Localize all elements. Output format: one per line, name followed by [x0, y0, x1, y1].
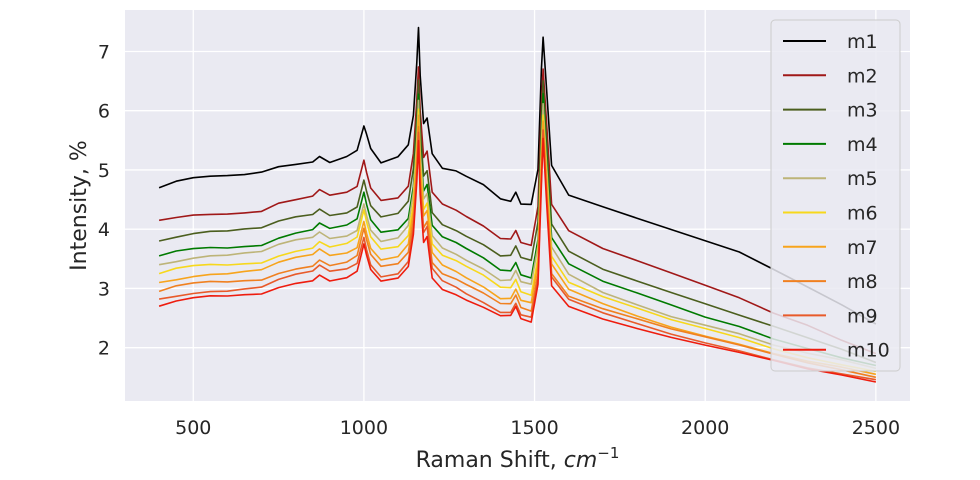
series-line-m8	[158, 125, 877, 379]
legend-label-m7: m7	[847, 237, 878, 259]
x-tick-label: 1500	[510, 417, 558, 439]
series-line-m1	[158, 26, 877, 325]
x-axis-label-unit: cm	[564, 448, 598, 473]
series-line-m6	[158, 108, 877, 373]
y-axis-label: Intensity, %	[67, 140, 92, 271]
x-axis-label-text: Raman Shift,	[416, 448, 564, 473]
series-line-m10	[158, 137, 877, 383]
x-axis-label: Raman Shift, cm−1	[416, 444, 620, 473]
series-line-m2	[158, 66, 877, 355]
legend-label-m6: m6	[847, 203, 878, 225]
x-tick-label: 2500	[852, 417, 900, 439]
y-axis-ticks: 2 3 4 5 6 7	[98, 41, 110, 359]
legend: m1 m2 m3 m4 m5 m6 m7 m8 m9 m10	[770, 19, 901, 372]
legend-label-m1: m1	[847, 31, 878, 53]
legend-box	[770, 19, 901, 372]
y-tick-label: 6	[98, 101, 110, 123]
y-tick-label: 5	[98, 160, 110, 182]
x-tick-label: 2000	[681, 417, 729, 439]
x-axis-ticks: 500 1000 1500 2000 2500	[175, 417, 900, 439]
series-line-m3	[158, 79, 877, 364]
series-line-m5	[158, 99, 877, 370]
series-line-m7	[158, 114, 877, 376]
series-line-m9	[158, 129, 877, 381]
legend-label-m4: m4	[847, 134, 878, 156]
series-lines	[158, 26, 877, 383]
y-tick-label: 2	[98, 338, 110, 360]
x-tick-label: 500	[175, 417, 211, 439]
y-tick-label: 3	[98, 278, 110, 300]
series-line-m4	[158, 92, 877, 367]
legend-label-m10: m10	[847, 340, 890, 362]
legend-label-m8: m8	[847, 271, 878, 293]
y-tick-label: 7	[98, 41, 110, 63]
legend-label-m3: m3	[847, 100, 878, 122]
legend-label-m5: m5	[847, 168, 878, 190]
y-tick-label: 4	[98, 219, 110, 241]
legend-label-m9: m9	[847, 305, 878, 327]
x-axis-label-exponent: −1	[597, 444, 619, 462]
legend-label-m2: m2	[847, 65, 878, 87]
x-tick-label: 1000	[340, 417, 388, 439]
